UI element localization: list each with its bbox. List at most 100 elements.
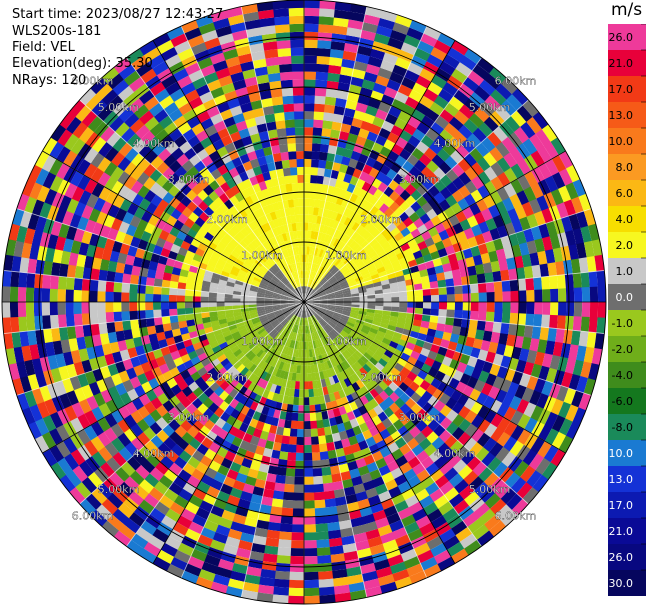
range-gate-cell: [115, 382, 127, 396]
range-gate-cell: [130, 423, 144, 437]
range-gate-cell: [299, 309, 302, 318]
range-gate-cell: [443, 324, 454, 334]
range-gate-cell: [176, 153, 190, 167]
range-gate-cell: [340, 535, 356, 546]
range-gate-cell: [404, 387, 416, 398]
range-gate-cell: [180, 508, 196, 522]
range-gate-cell: [372, 82, 387, 95]
range-gate-cell: [256, 74, 270, 85]
range-gate-cell: [201, 29, 219, 43]
range-gate-cell: [63, 237, 74, 253]
range-gate-cell: [495, 504, 512, 521]
range-gate-cell: [400, 42, 418, 56]
range-gate-cell: [210, 320, 220, 327]
range-gate-cell: [157, 148, 172, 162]
range-gate-cell: [195, 507, 211, 520]
range-gate-cell: [292, 307, 299, 314]
ray-separator: [16, 208, 305, 303]
range-gate-cell: [347, 384, 356, 395]
range-gate-cell: [137, 158, 151, 172]
range-gate-cell: [158, 255, 168, 265]
range-gate-cell: [287, 284, 294, 291]
range-gate-cell: [482, 194, 496, 209]
range-gate-cell: [315, 523, 329, 533]
range-gate-cell: [281, 159, 291, 169]
range-gate-cell: [133, 505, 150, 521]
range-gate-cell: [138, 393, 151, 406]
range-gate-cell: [27, 257, 38, 274]
range-gate-cell: [575, 376, 588, 394]
range-gate-cell: [359, 563, 376, 575]
range-gate-cell: [301, 317, 304, 326]
range-gate-cell: [275, 334, 283, 342]
range-gate-cell: [158, 474, 174, 489]
range-gate-cell: [415, 75, 432, 89]
range-gate-cell: [218, 203, 230, 214]
range-rings: [1, 0, 607, 605]
range-gate-cell: [240, 102, 253, 113]
range-gate-cell: [300, 365, 304, 374]
range-gate-cell: [539, 263, 550, 278]
range-gate-cell: [73, 289, 82, 302]
range-gate-cell: [36, 401, 50, 419]
range-gate-cell: [355, 457, 367, 469]
range-gate-cell: [268, 339, 276, 347]
range-gate-cell: [286, 460, 296, 469]
range-gate-cell: [140, 361, 152, 374]
range-gate-cell: [266, 432, 276, 442]
range-gate-cell: [264, 306, 273, 311]
range-gate-cell: [280, 317, 288, 325]
range-gate-cell: [429, 280, 439, 289]
range-gate-cell: [470, 189, 484, 203]
range-gate-cell: [279, 269, 286, 278]
range-gate-cell: [429, 542, 448, 558]
range-gate-cell: [242, 358, 251, 367]
range-gate-cell: [450, 520, 468, 536]
range-gate-cell: [148, 53, 166, 69]
range-gate-cell: [392, 377, 403, 388]
range-gate-cell: [131, 152, 145, 167]
range-gate-cell: [420, 247, 431, 257]
range-gate-cell: [303, 389, 309, 398]
range-gate-cell: [525, 313, 535, 327]
range-gate-cell: [97, 290, 106, 302]
range-gate-cell: [417, 40, 435, 55]
range-gate-cell: [164, 121, 179, 136]
range-gate-cell: [238, 53, 254, 64]
range-gate-cell: [242, 346, 251, 356]
range-gate-cell: [563, 199, 577, 217]
range-gate-cell: [289, 331, 295, 340]
range-gate-cell: [120, 461, 136, 477]
range-gate-cell: [451, 189, 465, 203]
range-gate-cell: [89, 279, 99, 292]
range-gate-cell: [77, 174, 91, 191]
range-gate-cell: [90, 420, 104, 437]
range-gate-cell: [24, 227, 36, 245]
range-gate-cell: [247, 35, 264, 46]
range-gate-cell: [470, 302, 479, 312]
range-gate-cell: [446, 182, 459, 195]
range-gate-cell: [377, 250, 387, 259]
range-gate-cell: [277, 325, 284, 333]
colorbar-segment: [608, 440, 646, 467]
range-gate-cell: [500, 509, 518, 527]
range-gate-cell: [175, 341, 186, 351]
range-gate-cell: [332, 186, 342, 197]
range-gate-cell: [237, 539, 253, 551]
range-gate-cell: [237, 94, 251, 106]
range-gate-cell: [468, 496, 485, 513]
range-gate-cell: [310, 292, 317, 298]
range-gate-cell: [139, 40, 158, 56]
range-gate-cell: [310, 364, 316, 374]
range-gate-cell: [323, 112, 335, 122]
range-gate-cell: [247, 381, 257, 392]
range-gate-cell: [200, 306, 210, 313]
range-gate-cell: [145, 75, 162, 90]
range-gate-cell: [105, 399, 119, 414]
range-gate-cell: [311, 298, 320, 301]
range-gate-cell: [300, 230, 305, 239]
range-gate-cell: [75, 481, 92, 499]
range-gate-cell: [433, 549, 451, 565]
range-gate-cell: [412, 250, 423, 260]
range-gate-cell: [272, 376, 280, 386]
